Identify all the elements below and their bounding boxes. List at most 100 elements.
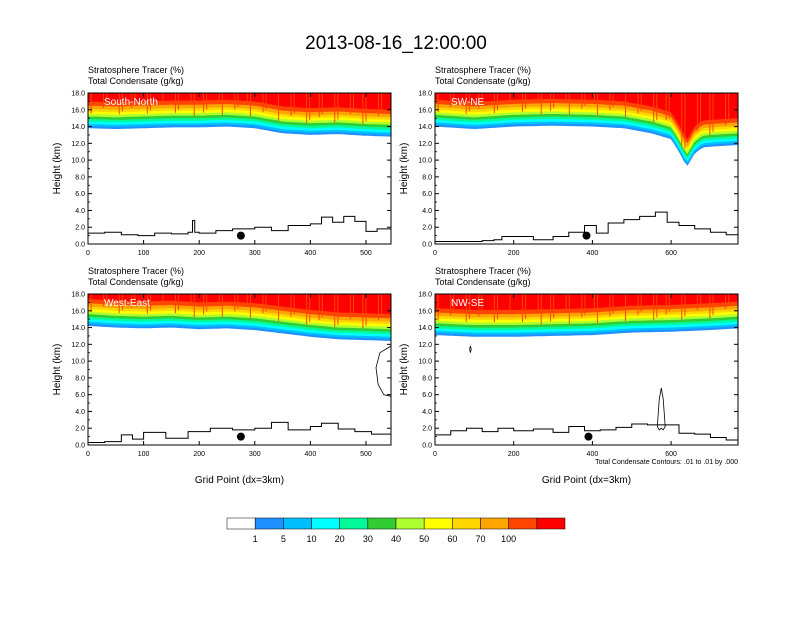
colorbar-label: 50 [419, 534, 429, 544]
panel-sw-ne: SW-NE 0.0 2.0 4.0 6.0 8.0 10.0 12.0 14.0 16.0 18.0… [399, 65, 739, 257]
condensate-contour [656, 387, 666, 431]
x-tick-label: 200 [508, 250, 520, 257]
panel-subtitle: Total Condensate (g/kg) [435, 277, 531, 287]
y-tick-label: 0.0 [75, 443, 85, 450]
x-axis-label: Grid Point (dx=3km) [195, 475, 284, 486]
figure-title: 2013-08-16_12:00:00 [305, 33, 487, 54]
y-tick-label: 14.0 [71, 124, 85, 131]
x-tick-label: 200 [508, 451, 520, 458]
tracer-band-11 [435, 294, 738, 310]
colorbar-swatch [480, 517, 509, 530]
terrain-line [88, 421, 391, 443]
y-tick-label: 0.0 [422, 443, 432, 450]
x-tick-label: 400 [587, 451, 599, 458]
panel-title: Stratosphere Tracer (%) [88, 65, 184, 75]
location-marker [236, 432, 245, 441]
y-tick-label: 8.0 [75, 375, 85, 382]
panel-title: Stratosphere Tracer (%) [435, 266, 531, 276]
y-axis-label: Height (km) [399, 143, 410, 195]
y-axis-label: Height (km) [52, 344, 63, 396]
y-tick-label: 18.0 [418, 91, 432, 98]
colorbar-label: 10 [306, 534, 316, 544]
y-axis-label: Height (km) [52, 143, 63, 195]
colorbar-swatch [395, 517, 425, 530]
panel-west-east: West-East 0.0 2.0 4.0 6.0 8.0 10.0 12.0 14.0 16.0… [52, 266, 392, 486]
panel-south-north: South-North 0.0 2.0 4.0 6.0 8.0 10.0 12.0 14.0 16… [52, 65, 392, 257]
panel-subtitle: Total Condensate (g/kg) [88, 277, 184, 287]
y-tick-label: 4.0 [422, 208, 432, 215]
y-tick-label: 6.0 [422, 392, 432, 399]
colorbar-swatch [311, 517, 340, 530]
y-tick-label: 2.0 [422, 426, 432, 433]
colorbar-swatch [508, 517, 538, 530]
panel-label: South-North [104, 97, 158, 108]
x-tick-label: 200 [193, 451, 205, 458]
x-tick-label: 400 [305, 250, 317, 257]
y-tick-label: 12.0 [418, 141, 432, 148]
y-tick-label: 12.0 [71, 141, 85, 148]
colorbar-swatch [226, 517, 256, 530]
x-tick-label: 100 [138, 451, 150, 458]
condensate-contour [469, 345, 472, 353]
y-tick-label: 8.0 [75, 174, 85, 181]
terrain-line [435, 211, 738, 242]
condensate-contour [375, 345, 391, 397]
y-tick-label: 4.0 [422, 409, 432, 416]
x-tick-label: 0 [86, 451, 90, 458]
y-tick-label: 2.0 [75, 225, 85, 232]
plot-area [435, 93, 738, 244]
location-marker [584, 432, 593, 441]
y-tick-label: 10.0 [71, 359, 85, 366]
y-tick-label: 18.0 [418, 292, 432, 299]
location-marker [236, 231, 245, 240]
y-tick-label: 16.0 [418, 308, 432, 315]
y-tick-label: 14.0 [418, 124, 432, 131]
panel-subtitle: Total Condensate (g/kg) [88, 76, 184, 86]
y-tick-label: 10.0 [71, 158, 85, 165]
colorbar-label: 60 [447, 534, 457, 544]
x-tick-label: 500 [360, 451, 372, 458]
plot-area [88, 93, 391, 244]
y-tick-label: 16.0 [71, 308, 85, 315]
y-tick-label: 4.0 [75, 208, 85, 215]
terrain-line [435, 423, 738, 442]
y-tick-label: 6.0 [75, 191, 85, 198]
colorbar-swatch [452, 517, 481, 530]
y-tick-label: 14.0 [71, 325, 85, 332]
tracer-band-11 [88, 294, 391, 315]
plot-area [88, 294, 391, 445]
x-tick-label: 100 [138, 250, 150, 257]
x-tick-label: 0 [433, 451, 437, 458]
terrain-line [88, 215, 391, 237]
x-tick-label: 0 [433, 250, 437, 257]
colorbar-swatch [283, 517, 312, 530]
x-tick-label: 400 [305, 451, 317, 458]
colorbar-label: 5 [281, 534, 286, 544]
y-tick-label: 12.0 [418, 342, 432, 349]
y-axis-label: Height (km) [399, 344, 410, 396]
colorbar-label: 30 [363, 534, 373, 544]
panel-label: NW-SE [451, 298, 484, 309]
y-tick-label: 2.0 [75, 426, 85, 433]
y-tick-label: 16.0 [71, 107, 85, 114]
panel-label: SW-NE [451, 97, 484, 108]
panel-subtitle: Total Condensate (g/kg) [435, 76, 531, 86]
tracer-band-11 [435, 93, 738, 139]
colorbar-swatch [339, 517, 369, 530]
plot-area [435, 294, 738, 445]
x-tick-label: 400 [587, 250, 599, 257]
y-tick-label: 0.0 [75, 242, 85, 249]
panels: South-North 0.0 2.0 4.0 6.0 8.0 10.0 12.0 14.0 16… [52, 65, 739, 486]
x-tick-label: 600 [665, 250, 677, 257]
x-tick-label: 0 [86, 250, 90, 257]
y-tick-label: 0.0 [422, 242, 432, 249]
y-tick-label: 8.0 [422, 174, 432, 181]
y-tick-label: 10.0 [418, 359, 432, 366]
y-tick-label: 4.0 [75, 409, 85, 416]
colorbar-swatch [423, 517, 453, 530]
x-tick-label: 300 [249, 451, 261, 458]
colorbar-label: 40 [391, 534, 401, 544]
colorbar-swatch [367, 517, 397, 530]
y-tick-label: 8.0 [422, 375, 432, 382]
